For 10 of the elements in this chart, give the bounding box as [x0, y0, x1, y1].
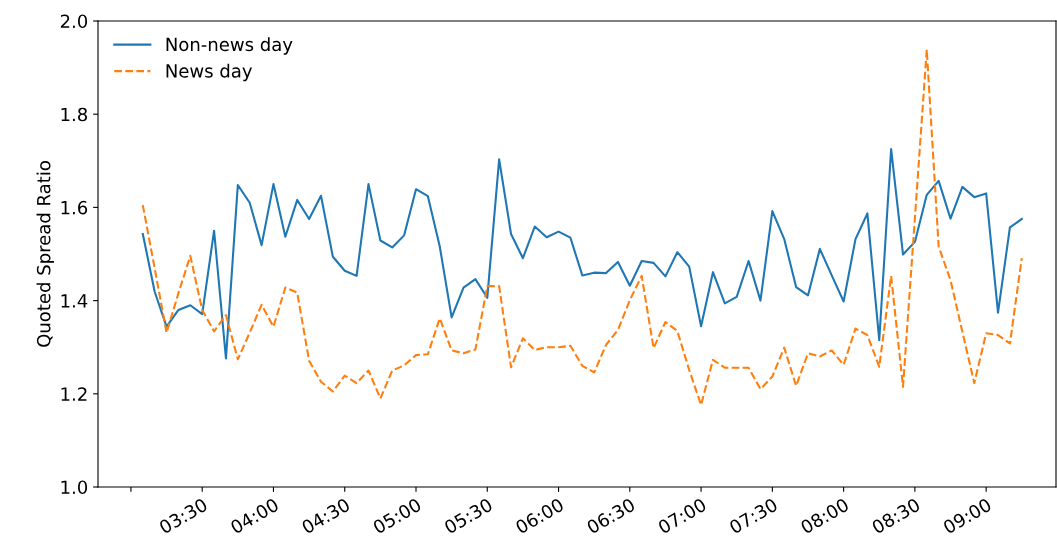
y-axis-title: Quoted Spread Ratio [36, 161, 55, 347]
y-tick-label: 1.8 [61, 107, 88, 122]
legend-label: Non-news day [166, 37, 293, 55]
line-series [141, 148, 1023, 360]
y-tick-label: 2.0 [60, 14, 88, 29]
y-tick-label: 1.4 [61, 294, 88, 308]
y-tick-label: 1.2 [61, 387, 87, 401]
legend-label: News day [166, 63, 253, 82]
y-tick-label: 1.6 [61, 200, 88, 215]
y-tick-label: 1.0 [61, 480, 88, 495]
